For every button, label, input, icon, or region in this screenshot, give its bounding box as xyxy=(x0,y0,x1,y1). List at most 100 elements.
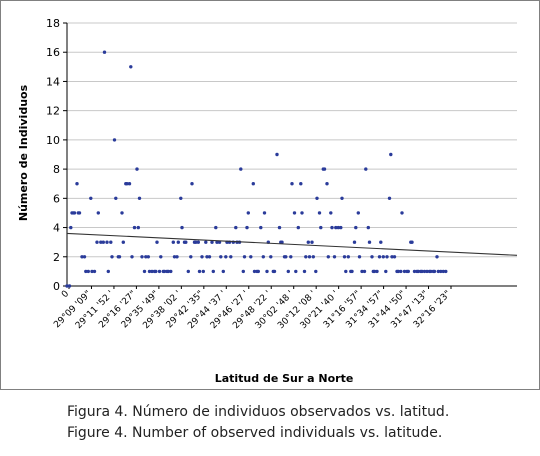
data-point xyxy=(289,255,293,259)
data-point xyxy=(159,255,163,259)
data-point xyxy=(406,269,410,274)
data-point xyxy=(146,255,150,259)
data-point xyxy=(292,211,297,215)
data-point xyxy=(211,269,215,274)
data-point xyxy=(284,255,288,259)
data-point xyxy=(102,50,107,54)
data-point xyxy=(99,240,103,244)
data-point xyxy=(275,152,279,157)
data-point xyxy=(201,269,205,274)
data-point xyxy=(239,167,243,171)
y-axis-label: Número de Individuos xyxy=(17,84,30,221)
trendline xyxy=(66,232,518,256)
data-point xyxy=(221,269,225,274)
data-point xyxy=(117,255,122,259)
data-point xyxy=(420,269,424,274)
data-point xyxy=(432,269,437,274)
data-point xyxy=(72,211,77,215)
data-point xyxy=(344,269,348,274)
y-tick-label: 0 xyxy=(53,280,60,293)
data-point xyxy=(219,255,223,259)
data-point xyxy=(69,225,73,230)
data-point xyxy=(379,240,383,244)
data-point xyxy=(346,255,350,259)
data-point xyxy=(436,269,440,274)
data-point xyxy=(389,152,393,157)
trendline-group xyxy=(66,232,518,256)
data-point xyxy=(317,211,322,215)
data-point xyxy=(109,240,113,244)
data-point xyxy=(375,269,379,274)
data-point xyxy=(114,196,118,200)
y-tick-label: 18 xyxy=(46,17,60,30)
data-point xyxy=(330,225,334,230)
data-point xyxy=(67,284,72,288)
y-tick-label: 14 xyxy=(46,75,60,88)
data-point xyxy=(92,269,97,274)
data-point xyxy=(296,225,300,230)
data-point xyxy=(336,225,340,230)
data-point xyxy=(142,269,147,274)
data-point xyxy=(381,255,385,259)
data-point xyxy=(342,255,347,259)
data-point xyxy=(261,255,265,259)
data-point xyxy=(127,182,132,186)
data-point xyxy=(366,225,370,230)
data-point xyxy=(302,269,307,274)
data-point xyxy=(412,269,417,274)
data-point xyxy=(429,269,433,274)
data-point xyxy=(86,269,91,274)
data-point xyxy=(186,269,190,274)
data-point xyxy=(265,269,269,274)
data-point xyxy=(252,269,257,274)
chart-frame: 0 2 4 6 8 10 12 14 16 18 0 29°09 '09" 29°11 '52 ' 29… xyxy=(0,0,540,390)
data-point xyxy=(200,255,204,259)
data-point xyxy=(304,255,308,259)
data-point xyxy=(277,225,282,230)
data-point xyxy=(157,269,162,274)
data-point xyxy=(162,269,167,274)
gridlines xyxy=(67,22,517,258)
data-point xyxy=(229,255,233,259)
data-point xyxy=(350,269,354,274)
data-point xyxy=(172,255,177,259)
figure-caption-english: Figure 4. Number of observed individuals… xyxy=(67,425,443,441)
data-point xyxy=(326,255,330,259)
data-point xyxy=(314,269,318,274)
data-point xyxy=(299,182,303,186)
data-point xyxy=(399,269,403,274)
data-point xyxy=(315,196,319,200)
data-point xyxy=(179,196,183,200)
data-point xyxy=(150,269,154,274)
data-point xyxy=(249,255,253,259)
data-point xyxy=(367,240,372,244)
data-point xyxy=(95,240,99,244)
data-point xyxy=(354,225,358,230)
data-point xyxy=(175,255,179,259)
data-point xyxy=(329,211,333,215)
y-tick-label: 16 xyxy=(46,46,60,59)
data-point xyxy=(362,269,367,274)
data-point xyxy=(435,255,439,259)
data-point xyxy=(396,269,400,274)
data-point xyxy=(120,211,124,215)
data-point xyxy=(110,255,114,259)
data-point xyxy=(135,167,139,171)
data-point xyxy=(400,211,404,215)
data-point xyxy=(129,65,133,69)
data-point xyxy=(132,225,137,230)
data-point xyxy=(372,269,377,274)
data-point xyxy=(77,211,82,215)
data-point xyxy=(294,269,298,274)
data-point xyxy=(101,240,106,244)
data-point xyxy=(214,225,218,230)
axes xyxy=(63,22,517,289)
data-point xyxy=(392,255,397,259)
figure-caption-spanish: Figura 4. Número de individuos observado… xyxy=(67,404,450,420)
data-point xyxy=(310,240,314,244)
data-point xyxy=(234,225,238,230)
data-point xyxy=(384,269,388,274)
data-point xyxy=(82,255,87,259)
data-point xyxy=(96,211,101,215)
data-point xyxy=(300,211,304,215)
